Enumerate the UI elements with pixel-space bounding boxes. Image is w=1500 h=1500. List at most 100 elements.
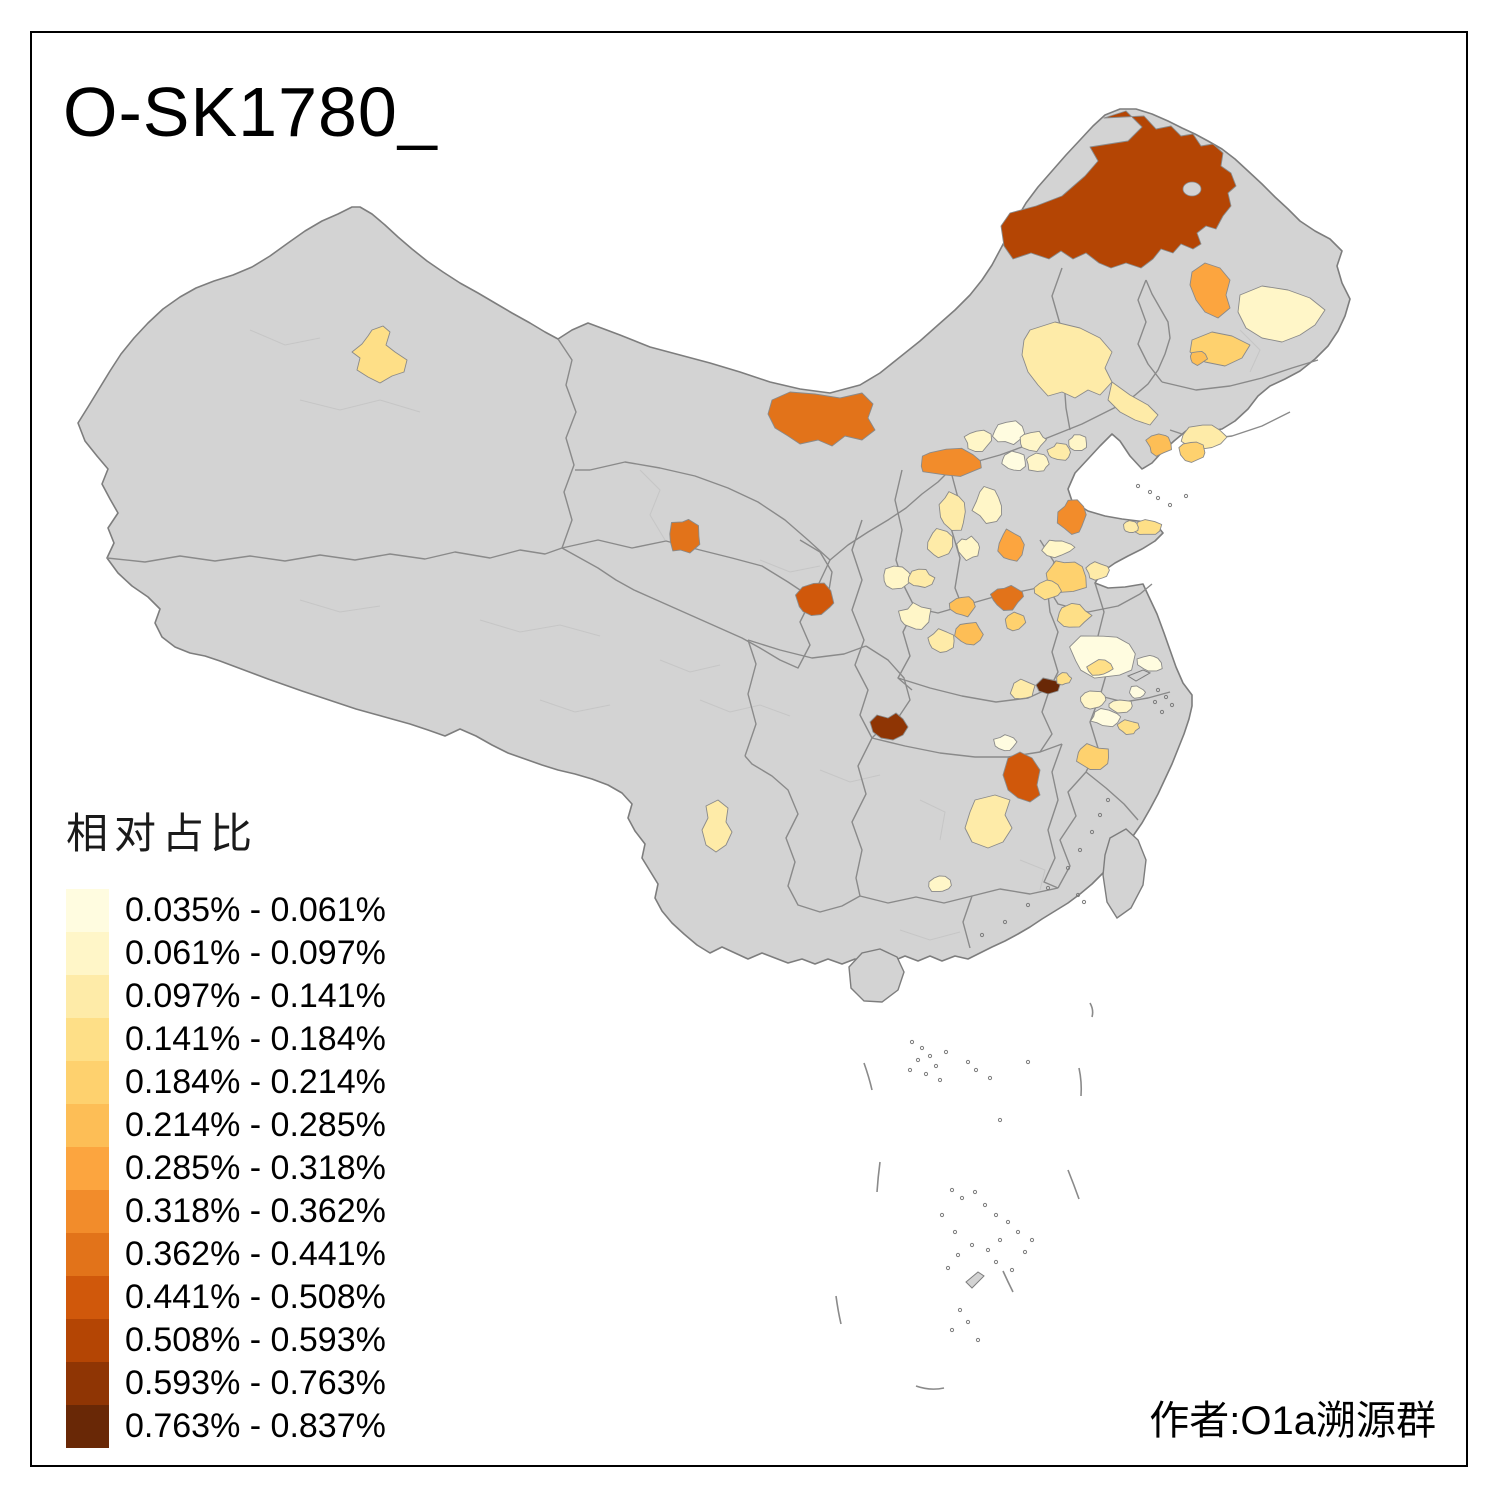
prefecture-border bbox=[699, 699, 791, 717]
map-region bbox=[1026, 452, 1050, 472]
prefecture-border bbox=[539, 699, 611, 713]
province-border bbox=[894, 469, 916, 609]
island-dot bbox=[1152, 699, 1158, 705]
legend-swatch bbox=[66, 1276, 109, 1319]
legend-swatch bbox=[66, 1319, 109, 1362]
map-region bbox=[1033, 579, 1062, 601]
island-dot bbox=[982, 1202, 988, 1208]
map-region bbox=[1056, 672, 1073, 686]
island-dot bbox=[927, 1053, 933, 1059]
map-region bbox=[1108, 699, 1133, 714]
legend-label: 0.318% - 0.362% bbox=[125, 1192, 386, 1230]
sea-boundary-dash bbox=[863, 1062, 873, 1091]
map-region bbox=[869, 712, 909, 741]
legend-swatch bbox=[66, 1405, 109, 1448]
island-dot bbox=[985, 1247, 991, 1253]
legend-label: 0.763% - 0.837% bbox=[125, 1407, 386, 1445]
island-dot bbox=[1081, 899, 1087, 905]
map-region bbox=[1189, 262, 1231, 319]
legend-label: 0.097% - 0.141% bbox=[125, 977, 386, 1015]
map-region bbox=[795, 582, 835, 617]
province-border bbox=[561, 539, 813, 599]
island-dot bbox=[937, 1077, 943, 1083]
map-region bbox=[351, 325, 408, 384]
map-region bbox=[1068, 434, 1087, 451]
map-region bbox=[883, 565, 915, 590]
map-region bbox=[1116, 719, 1140, 736]
legend-item: 0.184% - 0.214% bbox=[66, 1061, 386, 1104]
island-dot bbox=[907, 1067, 913, 1073]
island-dot bbox=[1029, 1237, 1035, 1243]
sea-boundary-dash bbox=[835, 1295, 842, 1325]
sea-boundary-dash bbox=[915, 1385, 945, 1390]
map-region bbox=[938, 491, 966, 531]
legend-swatch bbox=[66, 1104, 109, 1147]
legend-item: 0.141% - 0.184% bbox=[66, 1018, 386, 1061]
map-region bbox=[898, 602, 932, 630]
map-region bbox=[1189, 350, 1209, 366]
prefecture-border bbox=[899, 929, 961, 941]
province-border bbox=[744, 639, 757, 757]
province-border bbox=[859, 887, 1059, 904]
map-region bbox=[1035, 677, 1062, 695]
legend-item: 0.362% - 0.441% bbox=[66, 1233, 386, 1276]
map-region bbox=[1086, 659, 1114, 676]
map-region bbox=[927, 528, 954, 559]
island-dot bbox=[993, 1259, 999, 1265]
island-dot bbox=[1155, 687, 1161, 693]
prefecture-border bbox=[299, 599, 381, 613]
province-border bbox=[561, 547, 813, 669]
legend-item: 0.441% - 0.508% bbox=[66, 1276, 386, 1319]
island-dot bbox=[952, 1229, 958, 1235]
legend-swatch bbox=[66, 932, 109, 975]
prefecture-border bbox=[919, 799, 946, 841]
attribution-text: 作者:O1a溯源群 bbox=[1149, 1399, 1436, 1443]
island-dot bbox=[923, 1071, 929, 1077]
province-border bbox=[1085, 771, 1139, 821]
page-title: O-SK1780_ bbox=[63, 73, 438, 151]
figure-frame bbox=[30, 31, 1468, 1467]
map-region bbox=[1056, 499, 1087, 535]
island-dot bbox=[1105, 797, 1111, 803]
province-border bbox=[1043, 743, 1063, 889]
island-dot bbox=[997, 1117, 1003, 1123]
prefecture-border bbox=[1239, 329, 1261, 373]
province-border bbox=[962, 895, 973, 949]
map-region bbox=[1076, 743, 1109, 770]
legend-label: 0.184% - 0.214% bbox=[125, 1063, 386, 1101]
map-region bbox=[964, 794, 1013, 849]
map-region bbox=[701, 799, 733, 853]
map-region bbox=[1178, 441, 1206, 463]
legend-item: 0.593% - 0.763% bbox=[66, 1362, 386, 1405]
island-dot bbox=[1075, 892, 1081, 898]
map-region bbox=[669, 518, 701, 554]
prefecture-border bbox=[659, 659, 721, 673]
island-dot bbox=[1135, 483, 1141, 489]
island-dot bbox=[1045, 885, 1051, 891]
map-region bbox=[1000, 110, 1237, 269]
province-border bbox=[589, 461, 831, 599]
legend-swatch bbox=[66, 889, 109, 932]
map-region bbox=[989, 584, 1024, 611]
province-border bbox=[747, 639, 867, 659]
map-region bbox=[1056, 602, 1093, 628]
island-dot bbox=[957, 1307, 963, 1313]
map-region bbox=[1237, 285, 1326, 343]
map-region bbox=[1004, 611, 1027, 632]
mainland-outline bbox=[77, 108, 1351, 965]
map-region bbox=[927, 628, 955, 653]
island-dot bbox=[975, 1337, 981, 1343]
map-region-enclave bbox=[1182, 181, 1202, 197]
island-dot bbox=[919, 1045, 925, 1051]
island-dot bbox=[1159, 709, 1165, 715]
legend-label: 0.593% - 0.763% bbox=[125, 1364, 386, 1402]
map-region bbox=[1129, 685, 1146, 699]
island-dot bbox=[949, 1187, 955, 1193]
map-region bbox=[1019, 430, 1047, 453]
map-region bbox=[920, 447, 982, 477]
prefecture-border bbox=[759, 559, 821, 573]
island-dot bbox=[949, 1327, 955, 1333]
province-border bbox=[829, 469, 951, 561]
map-region bbox=[963, 429, 993, 452]
island-dot bbox=[1022, 1249, 1028, 1255]
